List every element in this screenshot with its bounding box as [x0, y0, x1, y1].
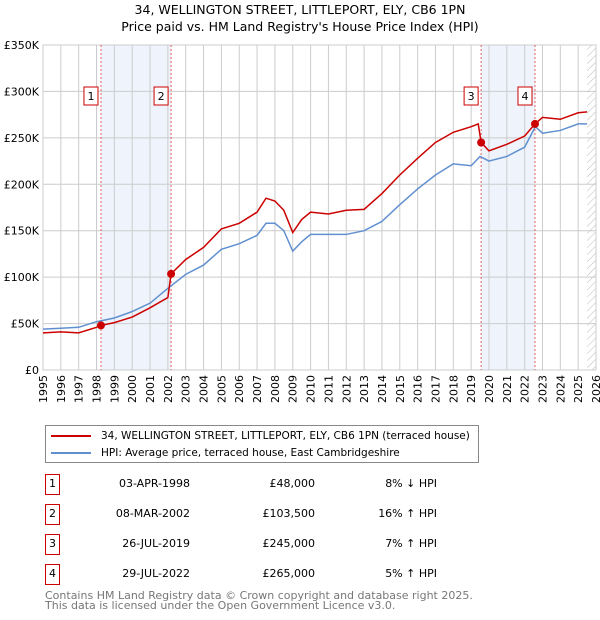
line-chart: 1995 1996 1997 1998 1999 2000 2001 2002 2003 2004…: [4, 39, 600, 403]
sales-table-row: 4 29-JUL-2022 £265,000 5% ↑ HPI: [45, 564, 465, 586]
x-tick-label: 2007: [251, 375, 264, 403]
x-tick-label: 2012: [340, 375, 353, 403]
y-tick-label: £100K: [4, 271, 40, 284]
legend-label-property: 34, WELLINGTON STREET, LITTLEPORT, ELY, …: [101, 430, 470, 442]
y-tick-label: £200K: [4, 178, 40, 191]
x-tick-label: 1997: [73, 375, 86, 403]
sale-label-number: 3: [468, 90, 475, 103]
sale-hpi-diff: 5% ↑ HPI: [385, 567, 437, 580]
sales-table-row: 2 08-MAR-2002 £103,500 16% ↑ HPI: [45, 504, 465, 526]
series-line: [42, 111, 588, 334]
sale-hpi-diff: 16% ↑ HPI: [378, 507, 437, 520]
x-tick-label: 2001: [144, 375, 157, 403]
chart-title: 34, WELLINGTON STREET, LITTLEPORT, ELY, …: [134, 2, 466, 17]
x-tick-label: 2023: [536, 375, 549, 403]
sale-label-box: [463, 86, 479, 106]
x-tick-label: 2014: [376, 375, 389, 403]
x-tick-label: 2003: [180, 375, 193, 403]
x-tick-label: 2005: [215, 375, 228, 403]
x-tick-label: 2024: [554, 375, 567, 403]
sale-marker: [477, 138, 486, 147]
x-tick-label: 2026: [590, 375, 600, 403]
sale-price: £245,000: [262, 537, 316, 550]
y-tick-label: £350K: [4, 39, 40, 52]
y-tick-label: £0: [25, 364, 39, 377]
sale-date: 26-JUL-2019: [122, 537, 190, 550]
forecast-hatch: [587, 45, 596, 370]
sale-price: £265,000: [262, 567, 316, 580]
chart-subtitle: Price paid vs. HM Land Registry's House …: [121, 19, 479, 34]
sale-price: £48,000: [269, 477, 316, 490]
sale-hpi-diff: 8% ↓ HPI: [385, 477, 437, 490]
sale-date: 03-APR-1998: [118, 477, 190, 490]
x-tick-label: 2009: [287, 375, 300, 403]
x-tick-label: 2006: [233, 375, 246, 403]
y-tick-label: £250K: [4, 132, 40, 145]
sale-marker: [167, 269, 176, 278]
x-tick-label: 2018: [447, 375, 460, 403]
x-tick-label: 2021: [501, 375, 514, 403]
sale-number: 4: [45, 564, 60, 585]
sale-date: 29-JUL-2022: [122, 567, 190, 580]
x-tick-label: 2008: [269, 375, 282, 403]
sale-number: 3: [45, 534, 60, 555]
footer-line-2: This data is licensed under the Open Gov…: [45, 599, 396, 612]
x-tick-label: 2004: [198, 375, 211, 403]
sale-label-number: 4: [521, 90, 528, 103]
x-tick-label: 2025: [572, 375, 585, 403]
footer-line-1: Contains HM Land Registry data © Crown c…: [45, 589, 473, 602]
sale-label-box: [83, 86, 99, 106]
legend-label-hpi: HPI: Average price, terraced house, East…: [101, 447, 400, 459]
sale-label-number: 2: [158, 90, 165, 103]
x-tick-label: 2002: [162, 375, 175, 403]
x-tick-label: 2017: [429, 375, 442, 403]
y-tick-label: £50K: [11, 318, 40, 331]
x-tick-label: 2011: [322, 375, 335, 403]
x-tick-label: 2015: [394, 375, 407, 403]
sale-marker: [96, 321, 105, 330]
x-tick-label: 1995: [37, 375, 50, 403]
sale-date: 08-MAR-2002: [115, 507, 190, 520]
x-tick-label: 2019: [465, 375, 478, 403]
legend-swatch-red: [51, 435, 91, 437]
sale-hpi-diff: 7% ↑ HPI: [385, 537, 437, 550]
x-tick-label: 2010: [305, 375, 318, 403]
x-tick-label: 2020: [483, 375, 496, 403]
y-tick-label: £150K: [4, 225, 40, 238]
x-tick-label: 2000: [126, 375, 139, 403]
x-tick-label: 1998: [91, 375, 104, 403]
plot-frame: [42, 44, 597, 371]
series-line: [42, 123, 588, 330]
footer: Contains HM Land Registry data © Crown c…: [45, 589, 473, 612]
x-tick-label: 2016: [412, 375, 425, 403]
sale-marker: [530, 119, 539, 128]
sale-price: £103,500: [262, 507, 316, 520]
y-tick-label: £300K: [4, 85, 40, 98]
x-tick-label: 2022: [519, 375, 532, 403]
legend: 34, WELLINGTON STREET, LITTLEPORT, ELY, …: [45, 425, 479, 463]
sale-number: 2: [45, 504, 60, 525]
sale-number: 1: [45, 474, 60, 495]
sales-table-row: 3 26-JUL-2019 £245,000 7% ↑ HPI: [45, 534, 465, 556]
sale-label-box: [153, 86, 169, 106]
x-tick-label: 1996: [55, 375, 68, 403]
sale-label-number: 1: [87, 90, 94, 103]
x-tick-label: 1999: [108, 375, 121, 403]
sale-label-box: [517, 86, 533, 106]
sales-table-row: 1 03-APR-1998 £48,000 8% ↓ HPI: [45, 474, 465, 496]
x-tick-label: 2013: [358, 375, 371, 403]
legend-swatch-blue: [51, 452, 91, 454]
